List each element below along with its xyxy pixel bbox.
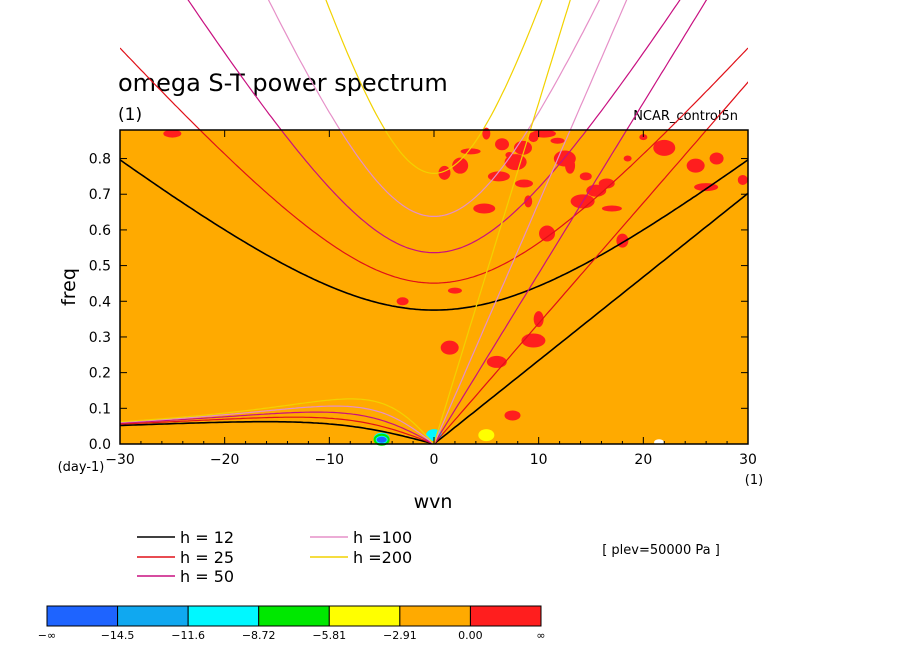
red-patch [504, 410, 521, 421]
red-patch [579, 172, 592, 181]
red-patch [163, 129, 182, 138]
negative-patch [478, 429, 495, 442]
colorbar-swatch [399, 605, 471, 627]
colorbar-label: −11.6 [171, 629, 205, 642]
inertia-gravity-curve [267, 0, 601, 217]
red-patch [539, 225, 556, 242]
y-axis-ticks: 0.0 0.1 0.2 0.3 0.4 0.5 0.6 0.7 0.8 [89, 152, 748, 453]
red-patch [686, 158, 705, 173]
rossby-curve [120, 420, 435, 444]
inertia-gravity-curve [120, 47, 748, 284]
x-tick-label: 20 [634, 452, 652, 468]
level-note: [ plev=50000 Pa ] [602, 543, 720, 558]
red-patch [504, 154, 527, 171]
legend-label: h = 50 [180, 567, 234, 586]
rossby-curve [120, 398, 435, 444]
red-patch [533, 311, 544, 328]
x-tick-label: 10 [530, 452, 548, 468]
red-patch [495, 138, 510, 151]
colorbar-label: −8.72 [242, 629, 276, 642]
colorbar-label: −2.91 [383, 629, 417, 642]
red-patch [440, 340, 459, 355]
red-patch [553, 150, 576, 167]
red-patch [396, 297, 409, 306]
dispersion-curves [120, 0, 748, 444]
legend-label: h =200 [353, 548, 412, 567]
x-tick-label: −20 [210, 452, 240, 468]
y-tick-label: 0.6 [89, 223, 111, 239]
red-patch [737, 174, 748, 185]
y-tick-label: 0.8 [89, 152, 111, 168]
colorbar-label: −∞ [38, 629, 56, 642]
red-patch [598, 178, 615, 189]
kelvin-curve [433, 81, 748, 444]
legend-label: h =100 [353, 528, 412, 547]
y-tick-label: 0.1 [89, 401, 111, 417]
red-patch [639, 134, 648, 141]
colorbar-swatch [117, 605, 189, 627]
colorbar-label: 0.00 [458, 629, 483, 642]
kelvin-curve [433, 0, 571, 444]
x-axis-ticks: −30 −20 −10 0 10 20 30 [105, 130, 757, 468]
rossby-curve [120, 416, 435, 444]
rossby-curve [120, 405, 435, 444]
colorbar-swatch [328, 605, 401, 627]
red-patch [709, 152, 724, 165]
y-tick-label: 0.7 [89, 187, 111, 203]
negative-patch [376, 436, 387, 443]
x-tick-label: −10 [315, 452, 345, 468]
rossby-curve [120, 411, 435, 444]
y-tick-label: 0.5 [89, 259, 111, 275]
colorbar-label: −5.81 [312, 629, 346, 642]
case-label: NCAR_control5n [633, 109, 738, 124]
red-patch [524, 195, 533, 208]
y-axis-label: freq [58, 268, 80, 306]
y-tick-label: 0.0 [89, 437, 111, 453]
colorbar-label: −14.5 [101, 629, 135, 642]
x-tick-label: −30 [105, 452, 135, 468]
red-patch [515, 179, 534, 188]
x-tick-label: 30 [739, 452, 757, 468]
red-patch [694, 183, 719, 192]
colorbar-swatch [469, 605, 542, 627]
kelvin-curve [433, 192, 748, 444]
red-patch [550, 137, 565, 144]
colorbar: −∞ −14.5 −11.6 −8.72 −5.81 −2.91 0.00 ∞ [38, 605, 546, 642]
colorbar-swatch [187, 605, 260, 627]
x-axis-label: wvn [414, 491, 453, 513]
inertia-gravity-curve [120, 159, 748, 311]
positive-regions [163, 127, 748, 421]
y-tick-label: 0.2 [89, 366, 111, 382]
legend-label: h = 25 [180, 548, 234, 567]
kelvin-curve [433, 0, 708, 444]
red-patch [447, 287, 462, 294]
inertia-gravity-curve [187, 0, 681, 254]
red-patch [460, 148, 481, 155]
colorbar-swatch [258, 605, 330, 627]
red-patch [487, 171, 510, 182]
red-patch [653, 139, 676, 156]
x-tick-label: 0 [430, 452, 439, 468]
chart-subtitle: (1) [118, 105, 142, 125]
y-tick-label: 0.3 [89, 330, 111, 346]
legend-label: h = 12 [180, 528, 234, 547]
plot-background [120, 130, 748, 444]
red-patch [521, 333, 546, 348]
red-patch [531, 129, 556, 138]
inertia-gravity-curve [325, 0, 543, 175]
chart-title: omega S-T power spectrum [118, 69, 448, 97]
red-patch [601, 205, 622, 212]
red-patch [486, 355, 507, 368]
colorbar-swatch [46, 605, 119, 627]
y-axis-unit: (day-1) [58, 460, 105, 475]
x-axis-unit: (1) [745, 473, 763, 488]
colorbar-label: ∞ [536, 629, 545, 642]
red-patch [473, 203, 496, 214]
red-patch [623, 155, 632, 162]
y-tick-label: 0.4 [89, 294, 111, 310]
red-patch [452, 157, 469, 174]
kelvin-curve [433, 0, 628, 444]
